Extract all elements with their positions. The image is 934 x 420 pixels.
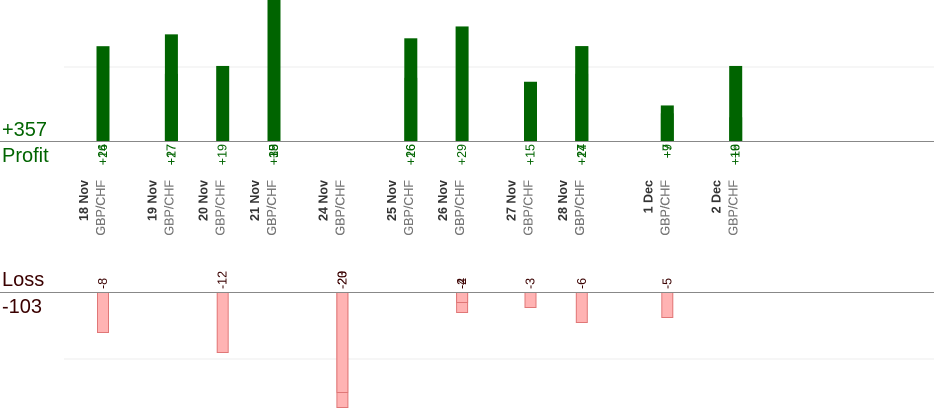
loss-bar <box>661 292 674 318</box>
pair-label: GBP/CHF <box>162 180 176 236</box>
profit-value-label: +9 <box>267 144 281 158</box>
profit-value-label: +9 <box>660 144 674 158</box>
pair-label: GBP/CHF <box>573 180 587 236</box>
date-label: 21 Nov <box>248 180 262 221</box>
pair-label: GBP/CHF <box>658 180 672 236</box>
pair-label: GBP/CHF <box>214 180 228 236</box>
pair-label: GBP/CHF <box>333 180 347 236</box>
profit-label: Profit <box>2 145 49 167</box>
profit-value-label: +17 <box>575 144 589 165</box>
date-label: 24 Nov <box>316 180 330 221</box>
profit-value-label: +19 <box>216 144 230 165</box>
pair-label: GBP/CHF <box>333 180 347 236</box>
pair-label: GBP/CHF <box>94 180 108 236</box>
pair-label: GBP/CHF <box>265 180 279 236</box>
pair-label: GBP/CHF <box>453 180 467 236</box>
loss-value-label: -12 <box>216 271 230 289</box>
profit-value-label: +24 <box>575 144 589 165</box>
profit-value-label: +17 <box>164 144 178 165</box>
pair-label: GBP/CHF <box>265 180 279 236</box>
profit-value-label: +15 <box>267 144 281 165</box>
grid-lines <box>64 66 934 360</box>
loss-bar <box>575 292 588 323</box>
date-label: 27 Nov <box>505 180 519 221</box>
pair-label: GBP/CHF <box>265 180 279 236</box>
loss-bars <box>97 292 674 408</box>
baselines <box>0 141 934 293</box>
profit-value-label: +15 <box>524 144 538 165</box>
pair-label: GBP/CHF <box>333 180 347 236</box>
profit-value-label: +16 <box>96 144 110 165</box>
loss-value-label: -23 <box>335 271 349 289</box>
pair-label: GBP/CHF <box>162 180 176 236</box>
loss-value-label: -6 <box>575 278 589 289</box>
profit-bar <box>404 77 418 141</box>
loss-bar <box>216 292 229 353</box>
pair-label: GBP/CHF <box>727 180 741 236</box>
pair-label: GBP/CHF <box>658 180 672 236</box>
loss-value-label: -8 <box>96 278 110 289</box>
pair-label: GBP/CHF <box>214 180 228 236</box>
loss-bar <box>524 292 537 308</box>
profit-bar <box>96 46 110 142</box>
loss-bar <box>456 292 469 303</box>
pair-label: GBP/CHF <box>402 180 416 236</box>
date-label: 2 Dec <box>710 180 724 213</box>
profit-value-label: +29 <box>455 144 469 165</box>
profit-bar <box>455 26 469 142</box>
loss-bar <box>336 292 349 393</box>
loss-value-label: -20 <box>335 271 349 289</box>
pair-label: GBP/CHF <box>94 180 108 236</box>
profit-bar <box>164 34 178 141</box>
pair-label: GBP/CHF <box>522 180 536 236</box>
profit-bars <box>96 0 743 142</box>
profit-value-label: +16 <box>404 144 418 165</box>
date-label: 25 Nov <box>385 180 399 221</box>
profit-value-label: +24 <box>575 144 589 165</box>
profit-bar <box>216 65 230 141</box>
profit-bar <box>575 46 589 142</box>
pair-label: GBP/CHF <box>402 180 416 236</box>
profit-value-label: +24 <box>96 144 110 165</box>
pair-label: GBP/CHF <box>573 180 587 236</box>
profit-bar <box>524 81 537 141</box>
pair-label: GBP/CHF <box>573 180 587 236</box>
pair-label: GBP/CHF <box>94 180 108 236</box>
loss-label: Loss <box>2 269 45 291</box>
profit-value-label: +6 <box>729 144 743 158</box>
pair-label: GBP/CHF <box>522 180 536 236</box>
date-label: 26 Nov <box>436 180 450 221</box>
loss-value-label: -3 <box>524 278 538 289</box>
pair-label: GBP/CHF <box>453 180 467 236</box>
loss-bar <box>97 292 109 333</box>
date-label: 20 Nov <box>197 180 211 221</box>
date-label: 19 Nov <box>145 180 159 221</box>
profit-value-label: +38 <box>267 144 281 165</box>
date-label: 18 Nov <box>77 180 91 221</box>
loss-total: -103 <box>2 296 43 318</box>
profit-value-label: +19 <box>729 144 743 165</box>
loss-value-label: -4 <box>455 278 469 289</box>
loss-value-label: -2 <box>455 278 469 289</box>
loss-value-label: -20 <box>335 271 349 289</box>
date-label: 28 Nov <box>556 180 570 221</box>
profit-value-label: +27 <box>164 144 178 165</box>
profit-bar <box>660 105 674 141</box>
profit-value-label: +7 <box>660 144 674 158</box>
date-label: 1 Dec <box>641 180 655 213</box>
profit-value-label: +26 <box>404 144 418 165</box>
pair-label: GBP/CHF <box>573 180 587 236</box>
pair-label: GBP/CHF <box>453 180 467 236</box>
pair-label: GBP/CHF <box>727 180 741 236</box>
pair-label: GBP/CHF <box>658 180 672 236</box>
profit-bar <box>267 0 281 141</box>
profit-bar <box>729 65 743 141</box>
loss-value-label: -5 <box>660 278 674 289</box>
profit-total: +357 <box>2 119 48 141</box>
